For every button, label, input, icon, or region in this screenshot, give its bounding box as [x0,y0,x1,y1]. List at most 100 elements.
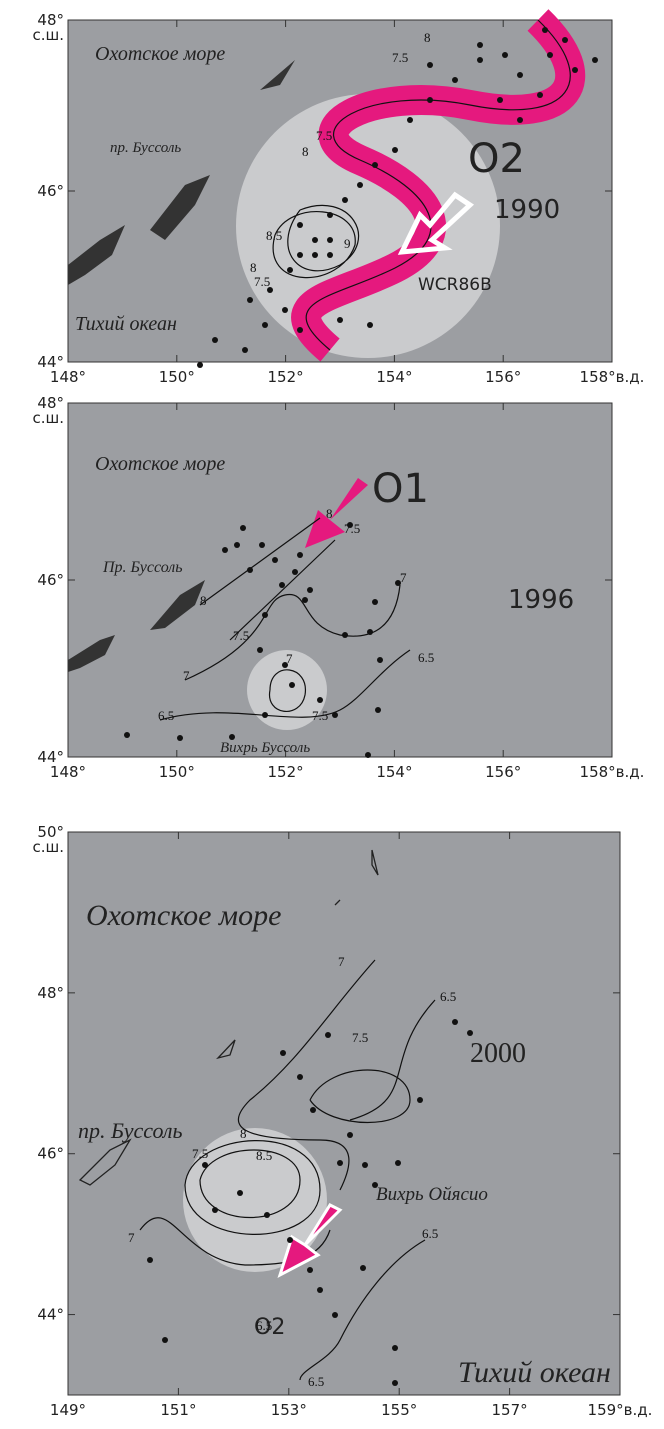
lat-unit: с.ш. [32,26,64,44]
station [240,525,246,531]
map-label-sea: Охотское море [95,453,225,475]
station [542,27,548,33]
x-tick-label: 152° [268,763,304,781]
contour-label: 8 [424,30,431,45]
year-label: 1990 [494,195,560,225]
y-tick-label: 48° [37,984,64,1002]
station [592,57,598,63]
station [332,712,338,718]
contour-label: 6.5 [422,1226,438,1241]
station [427,97,433,103]
station [222,547,228,553]
map-label-strait: Пр. Буссоль [102,559,183,576]
station [297,552,303,558]
station [259,542,265,548]
x-tick-label: 158°в.д. [580,368,645,386]
contour-label: 6.5 [440,989,456,1004]
map-label-feature: O1 [372,466,429,512]
station [452,1019,458,1025]
station [297,1074,303,1080]
station [262,612,268,618]
contour-label: 7.5 [352,1030,368,1045]
station [327,212,333,218]
map-label-sea: Охотское море [86,899,281,932]
y-tick-label: 44° [37,748,64,766]
contour-label: 7 [286,651,293,666]
station [347,1132,353,1138]
station [197,362,203,368]
station [297,222,303,228]
station [327,237,333,243]
station [337,1160,343,1166]
contour-label: 7.5 [392,50,408,65]
station [365,752,371,758]
x-tick-label: 157° [492,1401,528,1419]
station [502,52,508,58]
station [242,347,248,353]
contour-label: 7 [128,1230,135,1245]
contour-label: 8 [250,260,257,275]
map-panel: 149°151°153°155°157°159°в.д.50°48°46°44°… [32,823,652,1419]
station [297,327,303,333]
station [212,337,218,343]
map-label-strait: пр. Буссоль [78,1118,183,1143]
lat-unit: с.ш. [32,409,64,427]
station [237,1190,243,1196]
contour-label: 8.5 [256,1148,272,1163]
station [302,597,308,603]
contour-label: 6.5 [256,1318,272,1333]
station [310,1107,316,1113]
station [392,1345,398,1351]
station [417,1097,423,1103]
station [272,557,278,563]
y-tick-label: 46° [37,1145,64,1163]
station [467,1030,473,1036]
map-label-sea: Охотское море [95,43,225,65]
station [547,52,553,58]
station [257,647,263,653]
station [234,542,240,548]
contour-label: 7.5 [312,708,328,723]
x-tick-label: 149° [50,1401,86,1419]
station [264,1212,270,1218]
contour-label: 7 [338,954,345,969]
station [517,117,523,123]
contour-label: 6.5 [158,708,174,723]
station [452,77,458,83]
station [562,37,568,43]
station [327,252,333,258]
contour-label: 8 [240,1126,247,1141]
station [317,1287,323,1293]
y-tick-label: 46° [37,182,64,200]
station [360,1265,366,1271]
station [377,657,383,663]
lat-unit: с.ш. [32,838,64,856]
station [202,1162,208,1168]
station [392,147,398,153]
contour-label: 7.5 [344,521,360,536]
contour-label: 7 [183,668,190,683]
contour-label: 8.5 [266,228,282,243]
station [307,1267,313,1273]
contour-label: 7 [400,570,407,585]
contour-label: 7.5 [192,1146,208,1161]
station [317,697,323,703]
y-tick-label: 46° [37,571,64,589]
station [287,1237,293,1243]
station [407,117,413,123]
station [279,582,285,588]
station [282,307,288,313]
station [332,1312,338,1318]
map-label-eddy: Вихрь Ойясио [376,1184,488,1205]
station [372,162,378,168]
contour-label: 7.5 [316,128,332,143]
x-tick-label: 155° [381,1401,417,1419]
station [312,237,318,243]
station [124,732,130,738]
station [497,97,503,103]
station [357,182,363,188]
station [162,1337,168,1343]
map-label-eddy: WCR86B [418,275,492,295]
x-tick-label: 154° [376,763,412,781]
contour-label: 8 [200,593,207,608]
